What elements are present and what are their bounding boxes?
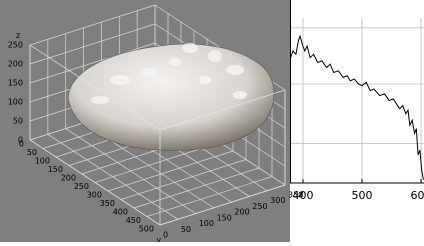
x-tick-label: 250 (252, 202, 267, 211)
z-tick-label: 150 (8, 79, 23, 88)
x-tick-label: 100 (199, 219, 214, 228)
y-axis-label: y (156, 235, 161, 242)
surface-bump (233, 91, 247, 99)
x-tick-label: 600 (411, 189, 424, 202)
x-tick-label: 200 (234, 208, 249, 217)
surface-bump (199, 76, 211, 84)
surface-bump (91, 96, 109, 104)
z-tick-label: 50 (13, 117, 23, 126)
surface-bump (142, 68, 158, 76)
surface-bump (110, 75, 130, 85)
y-tick-label: 500 (139, 225, 154, 234)
x-tick-label: 50 (181, 225, 191, 234)
x-tick-label: 150 (217, 213, 232, 222)
surface-bump (182, 43, 198, 53)
surface-bump (226, 65, 244, 75)
z-tick-label: 100 (8, 98, 23, 107)
z-axis-label: z (16, 31, 20, 40)
y-tick-label: 0 (19, 140, 24, 149)
z-tick-label: 250 (8, 41, 23, 50)
line-panel (290, 0, 424, 242)
x-tick-label: 500 (352, 189, 373, 202)
x-tick-label: 300 (270, 196, 285, 205)
surface-bump (169, 58, 181, 66)
screenshot: 0501001502002500501001502002503003504004… (0, 0, 424, 242)
z-tick-label: 200 (8, 60, 23, 69)
x-tick-label: 400 (292, 189, 313, 202)
surface-bump (208, 50, 222, 62)
x-tick-label: 0 (163, 231, 168, 240)
